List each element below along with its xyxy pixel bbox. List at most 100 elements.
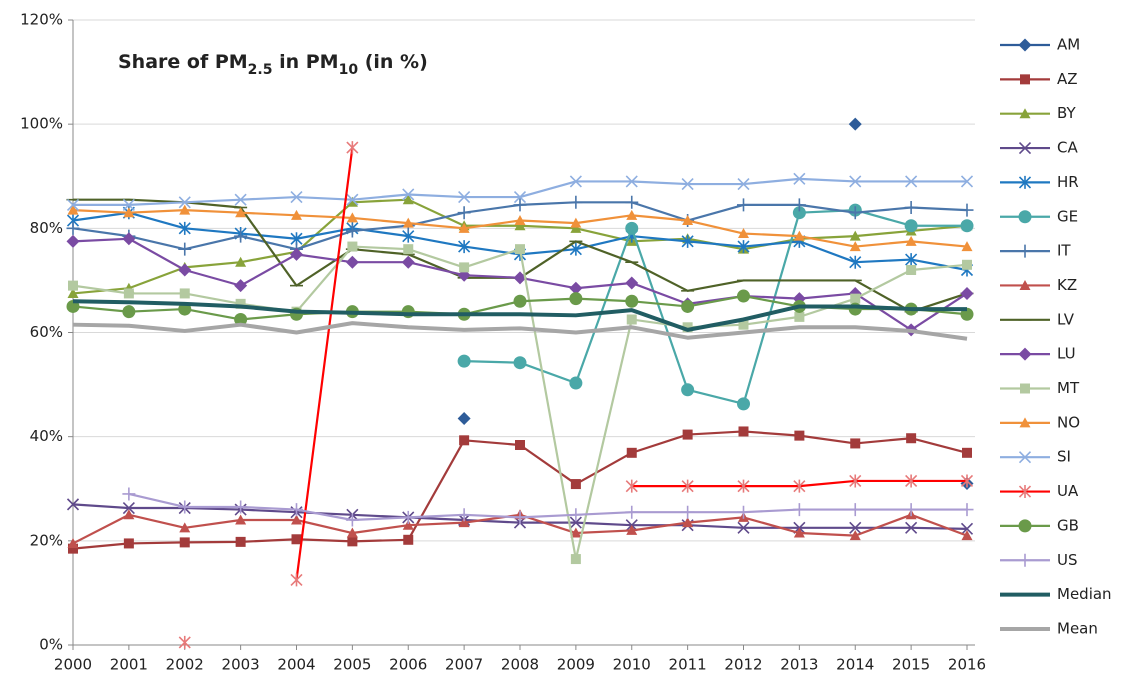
- marker: [961, 530, 973, 541]
- marker: [457, 354, 471, 368]
- legend-label: GE: [1057, 207, 1078, 225]
- x-tick-label: 2010: [613, 656, 651, 674]
- marker: [960, 286, 974, 300]
- y-tick-label: 120%: [20, 11, 63, 29]
- marker: [235, 207, 247, 218]
- marker: [513, 271, 527, 285]
- marker: [905, 235, 917, 246]
- marker: [570, 222, 582, 233]
- legend-label: KZ: [1057, 276, 1077, 294]
- marker: [906, 265, 917, 275]
- legend-label: LV: [1057, 310, 1075, 328]
- marker: [122, 487, 136, 501]
- legend-label: Mean: [1057, 619, 1098, 637]
- marker: [569, 376, 583, 390]
- marker: [403, 534, 414, 545]
- x-tick-label: 2005: [333, 656, 371, 674]
- marker: [682, 429, 693, 440]
- marker: [569, 242, 582, 256]
- marker: [345, 255, 359, 269]
- marker: [458, 191, 471, 204]
- marker: [458, 222, 470, 233]
- marker: [345, 513, 359, 527]
- marker: [681, 234, 694, 248]
- marker: [793, 479, 806, 493]
- marker: [513, 356, 527, 370]
- marker: [849, 241, 861, 252]
- marker: [570, 217, 582, 228]
- marker: [905, 175, 918, 188]
- marker: [68, 543, 78, 554]
- marker: [402, 519, 414, 530]
- x-tick-label: 2011: [669, 656, 707, 674]
- marker: [178, 196, 191, 209]
- marker: [347, 241, 358, 252]
- marker: [625, 479, 638, 493]
- y-tick-label: 60%: [30, 323, 63, 341]
- marker: [457, 508, 471, 522]
- marker: [458, 517, 470, 528]
- marker: [123, 207, 135, 218]
- x-tick-label: 2007: [445, 656, 483, 674]
- marker: [1018, 485, 1032, 499]
- marker: [849, 521, 862, 534]
- marker: [401, 255, 415, 269]
- marker: [403, 244, 414, 255]
- x-tick-label: 2013: [780, 656, 818, 674]
- marker: [1018, 210, 1032, 224]
- x-tick-label: 2004: [277, 656, 315, 674]
- marker: [1019, 417, 1031, 428]
- marker: [626, 314, 637, 325]
- marker: [792, 206, 806, 220]
- legend-label: SI: [1057, 448, 1071, 466]
- marker: [123, 509, 135, 520]
- marker: [67, 537, 79, 548]
- legend-label: Median: [1057, 585, 1112, 603]
- marker: [67, 204, 79, 215]
- marker: [625, 195, 639, 209]
- marker: [1018, 553, 1032, 567]
- marker: [793, 230, 805, 241]
- marker: [235, 514, 247, 525]
- marker: [682, 517, 694, 528]
- title-part: in PM: [272, 51, 338, 73]
- marker: [626, 524, 638, 535]
- y-tick-label: 80%: [30, 219, 63, 237]
- legend-label: MT: [1057, 379, 1080, 397]
- legend-label: US: [1057, 551, 1078, 569]
- marker: [737, 397, 750, 411]
- legend-label: CA: [1057, 139, 1078, 157]
- title-part: 2.5: [248, 62, 273, 78]
- marker: [1018, 244, 1032, 258]
- marker: [960, 522, 974, 535]
- marker: [514, 215, 526, 226]
- series-line: [128, 492, 967, 522]
- marker: [737, 479, 750, 493]
- marker: [961, 241, 973, 252]
- marker: [178, 221, 191, 235]
- marker: [905, 521, 918, 534]
- marker: [68, 280, 78, 291]
- marker: [570, 554, 581, 565]
- legend-label: NO: [1057, 413, 1080, 431]
- marker: [737, 289, 750, 303]
- marker: [346, 196, 358, 207]
- marker: [849, 175, 862, 188]
- marker: [904, 201, 918, 214]
- marker: [513, 510, 527, 524]
- marker: [178, 500, 192, 514]
- marker: [178, 635, 191, 649]
- marker: [515, 440, 525, 450]
- marker: [848, 206, 862, 220]
- marker: [960, 503, 974, 517]
- marker: [66, 221, 80, 235]
- marker: [179, 204, 191, 215]
- x-tick-label: 2006: [389, 656, 427, 674]
- x-tick-label: 2001: [110, 656, 148, 674]
- marker: [906, 433, 917, 444]
- x-tick-label: 2015: [892, 656, 930, 674]
- marker: [66, 498, 80, 511]
- marker: [570, 479, 581, 490]
- marker: [962, 447, 972, 458]
- marker: [569, 516, 582, 529]
